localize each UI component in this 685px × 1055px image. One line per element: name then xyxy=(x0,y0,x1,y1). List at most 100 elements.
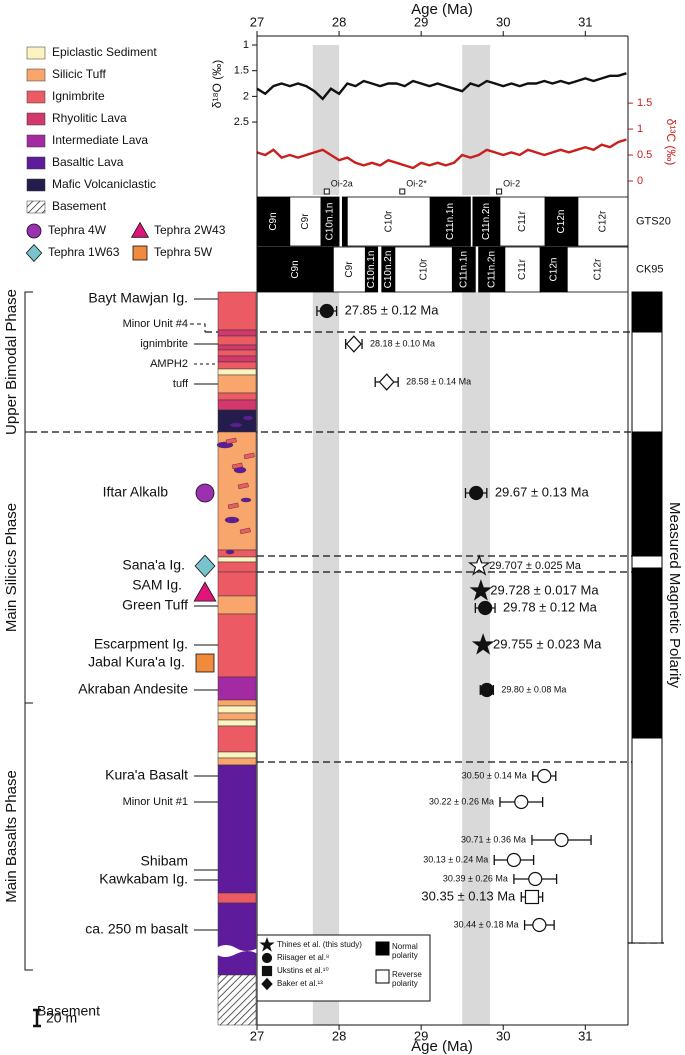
x-tick-label: 27 xyxy=(250,14,264,29)
date-marker xyxy=(319,303,334,319)
date-marker xyxy=(467,554,491,576)
strat-layer xyxy=(217,571,257,597)
date-marker xyxy=(479,682,494,698)
legend-label: Tephra 4W xyxy=(48,223,107,237)
tephra-symbol xyxy=(193,581,217,602)
unit-label: Jabal Kura'a Ig. xyxy=(88,654,185,670)
legend-label: Baker et al.¹³ xyxy=(277,979,323,988)
y2-tick-label: 1.5 xyxy=(637,97,652,109)
chron xyxy=(341,196,348,247)
scale-bar xyxy=(33,1008,41,1028)
legend-label: Basement xyxy=(52,199,107,213)
y-tick-label: 2.5 xyxy=(234,116,249,128)
unit-label: Green Tuff xyxy=(122,597,188,613)
legend-symbol xyxy=(261,977,273,991)
legend-swatch xyxy=(26,90,46,104)
chron-label: C12n xyxy=(556,210,567,234)
legend-label: Thines et al. (this study) xyxy=(277,940,362,949)
unit-label: Kawkabam Ig. xyxy=(99,871,188,887)
legend-label: Rhyolitic Lava xyxy=(52,111,127,125)
x-tick-label: 31 xyxy=(578,14,592,29)
chron-label: C10n.1n xyxy=(366,251,377,289)
unit-label: Kura'a Basalt xyxy=(105,767,188,783)
polarity-block xyxy=(631,555,663,569)
x-tick-label: 30 xyxy=(496,14,510,29)
chron-label: C12n xyxy=(548,258,559,282)
unit-label: Escarpment Ig. xyxy=(94,636,188,652)
strat-layer xyxy=(217,549,257,558)
legend-label: Tephra 1W63 xyxy=(48,245,120,259)
unit-label: AMPH2 xyxy=(150,358,188,370)
y-tick-label: 2 xyxy=(243,90,249,102)
legend-label: Epiclastic Sediment xyxy=(52,45,157,59)
chron-label: C9n xyxy=(290,260,301,278)
x-tick-label: 28 xyxy=(332,1028,346,1043)
chron xyxy=(429,196,471,247)
fiamme xyxy=(237,482,249,490)
chron xyxy=(539,246,568,293)
legend-symbol xyxy=(261,965,273,977)
x-tick-label: 31 xyxy=(578,1028,592,1043)
date-marker xyxy=(345,335,362,353)
legend-symbol xyxy=(26,223,42,239)
unit-label: Sana'a Ig. xyxy=(122,557,185,573)
polarity-block xyxy=(631,567,663,739)
strat-layer xyxy=(217,368,257,376)
date-marker xyxy=(478,600,493,616)
unit-label: ca. 250 m basalt xyxy=(85,921,188,937)
legend-symbol xyxy=(132,245,148,261)
strat-layer xyxy=(217,392,257,401)
date-label: 29.78 ± 0.12 Ma xyxy=(503,599,598,614)
strat-layer xyxy=(217,335,257,346)
strat-layer xyxy=(217,561,257,573)
clast xyxy=(229,422,243,428)
chron xyxy=(451,246,476,293)
strat-layer xyxy=(217,676,257,701)
legend-swatch xyxy=(26,46,46,60)
chron xyxy=(472,196,501,247)
date-label: 29.80 ± 0.08 Ma xyxy=(501,684,566,694)
strat-layer xyxy=(217,374,257,394)
y2-axis-title: δ¹³C (‰) xyxy=(664,119,678,166)
isotope-line xyxy=(256,72,627,101)
clast xyxy=(242,415,254,421)
chron-label: C12r xyxy=(592,258,603,280)
date-marker xyxy=(469,485,484,501)
isotope-line xyxy=(256,138,627,170)
tephra-symbol xyxy=(195,483,215,503)
chron-label: C9r xyxy=(300,213,311,230)
chron xyxy=(478,246,506,293)
fiamme xyxy=(231,462,243,470)
scale-label: 20 m xyxy=(46,1010,77,1026)
strat-layer xyxy=(217,705,257,714)
fiamme xyxy=(227,502,239,510)
legend-swatch xyxy=(26,68,46,82)
legend-symbol xyxy=(261,952,273,964)
date-marker xyxy=(554,832,569,848)
chron xyxy=(577,196,629,247)
date-label: 29.755 ± 0.023 Ma xyxy=(493,636,602,651)
chron xyxy=(566,246,629,293)
strat-layer xyxy=(217,409,257,433)
date-marker xyxy=(471,633,495,655)
phase-bracket xyxy=(24,702,33,971)
legend-label: Intermediate Lava xyxy=(52,133,148,147)
tephra-symbol xyxy=(194,554,216,578)
age-band xyxy=(312,45,340,195)
legend-label: Basaltic Lava xyxy=(52,155,124,169)
unit-label: ignimbrite xyxy=(140,338,188,350)
x-tick-label: 29 xyxy=(414,1028,428,1043)
chron-label: C11n.2n xyxy=(486,251,497,288)
chron xyxy=(256,246,334,293)
x-tick-label: 28 xyxy=(332,14,346,29)
date-marker xyxy=(514,794,529,810)
polarity-block xyxy=(631,291,663,333)
date-marker xyxy=(469,579,493,601)
date-label: 30.13 ± 0.24 Ma xyxy=(423,854,488,864)
legend-swatch xyxy=(375,941,390,956)
chron xyxy=(364,246,379,293)
date-marker xyxy=(537,768,552,784)
date-marker xyxy=(532,917,547,933)
